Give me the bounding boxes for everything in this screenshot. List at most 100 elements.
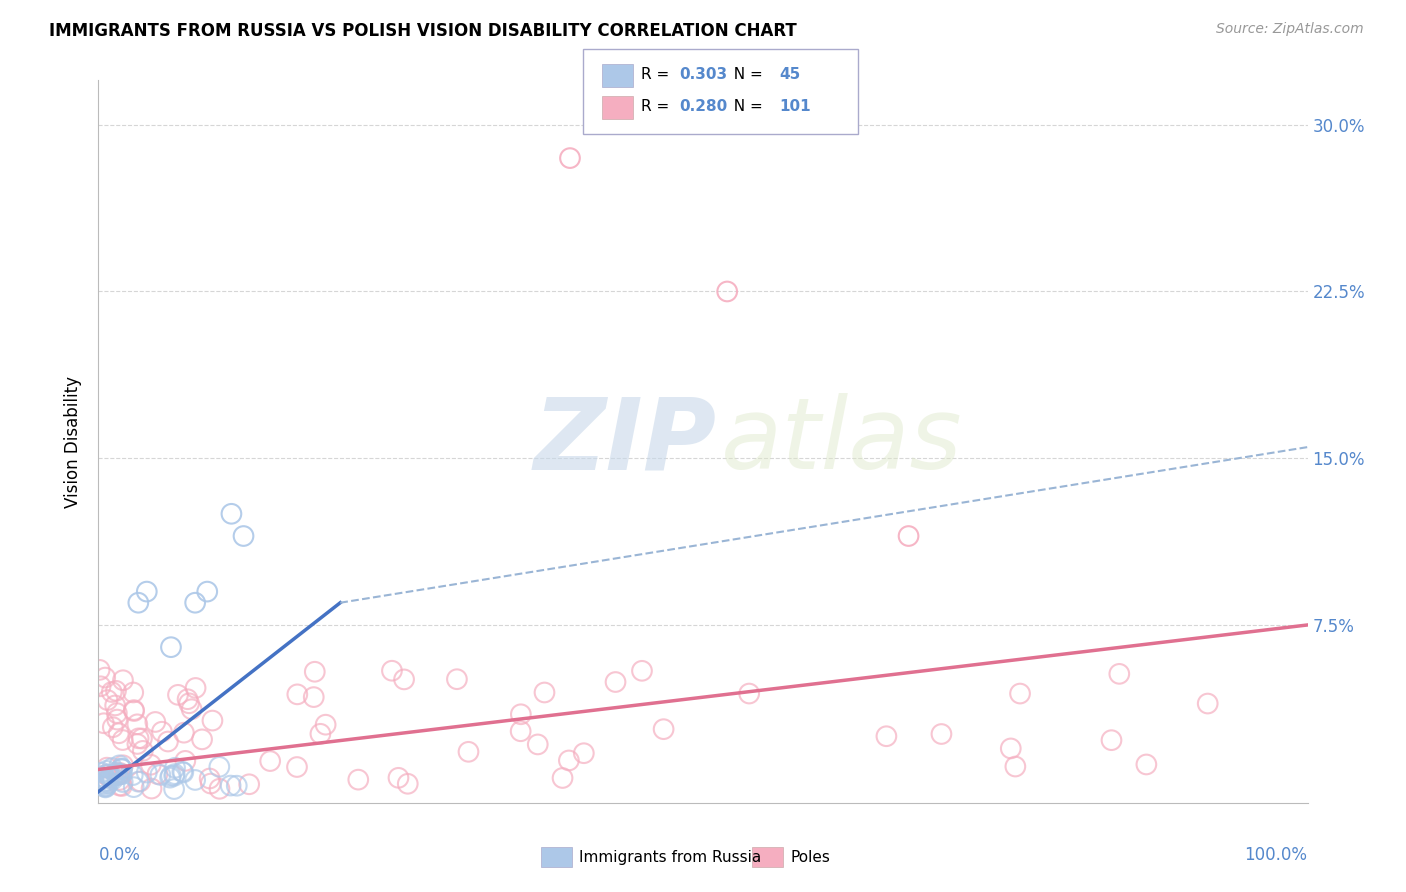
Point [184,596,207,610]
Point [111,733,134,747]
Point [89,769,111,783]
Point [392,673,415,687]
Point [111,673,134,688]
Point [191,732,214,747]
Point [96,767,118,781]
Point [149,768,172,782]
Text: N =: N = [724,67,768,81]
Point [526,738,548,752]
Point [97,774,120,789]
Point [572,746,595,760]
Point [104,698,127,713]
Text: 0.0%: 0.0% [98,847,141,864]
Point [558,754,581,768]
Point [302,690,325,704]
Point [105,768,128,782]
Point [135,765,157,780]
Point [105,713,128,727]
Point [238,777,260,791]
Point [112,758,135,772]
Point [285,687,308,701]
Point [201,714,224,728]
Point [225,779,247,793]
Point [146,767,169,781]
Point [122,704,145,718]
Point [129,774,152,789]
Point [94,780,117,795]
Point [105,683,128,698]
Text: ZIP: ZIP [534,393,717,490]
Point [160,640,183,655]
Point [108,767,131,781]
Text: R =: R = [641,99,675,113]
Point [163,767,186,781]
Text: 100.0%: 100.0% [1244,847,1308,864]
Text: N =: N = [724,99,768,113]
Point [176,692,198,706]
Point [143,714,166,729]
Text: atlas: atlas [721,393,963,490]
Text: Poles: Poles [790,850,830,864]
Point [198,772,221,786]
Point [108,779,131,793]
Point [1101,733,1123,747]
Point [91,774,114,789]
Point [173,725,195,739]
Point [1108,666,1130,681]
Point [533,685,555,699]
Point [110,761,132,775]
Point [122,703,145,717]
Point [90,679,112,693]
Point [131,731,153,746]
Point [156,734,179,748]
Point [135,584,157,599]
Point [127,737,149,751]
Point [93,778,115,792]
Point [97,768,120,782]
Text: IMMIGRANTS FROM RUSSIA VS POLISH VISION DISABILITY CORRELATION CHART: IMMIGRANTS FROM RUSSIA VS POLISH VISION … [49,22,797,40]
Point [387,771,409,785]
Point [457,745,479,759]
Point [160,769,183,783]
Point [931,727,953,741]
Point [195,584,218,599]
Point [107,726,129,740]
Point [108,758,131,772]
Point [172,765,194,780]
Point [738,687,761,701]
Point [96,693,118,707]
Point [381,664,404,678]
Point [122,780,145,794]
Y-axis label: Vision Disability: Vision Disability [65,376,83,508]
Point [232,529,254,543]
Point [89,663,111,677]
Point [259,754,281,768]
Point [98,770,121,784]
Point [558,151,581,165]
Point [128,731,150,746]
Point [139,757,162,772]
Point [174,754,197,768]
Point [1135,757,1157,772]
Point [172,764,194,779]
Point [347,772,370,787]
Point [105,766,128,780]
Point [208,760,231,774]
Point [285,760,308,774]
Point [127,717,149,731]
Point [875,729,897,743]
Point [315,717,337,731]
Point [180,702,202,716]
Text: 101: 101 [779,99,810,113]
Text: R =: R = [641,67,675,81]
Text: 0.303: 0.303 [679,67,727,81]
Text: Immigrants from Russia: Immigrants from Russia [579,850,762,864]
Point [1000,741,1022,756]
Point [111,779,134,793]
Point [1004,759,1026,773]
Point [127,596,149,610]
Point [122,685,145,699]
Point [509,724,531,739]
Point [94,671,117,685]
Point [446,672,468,686]
